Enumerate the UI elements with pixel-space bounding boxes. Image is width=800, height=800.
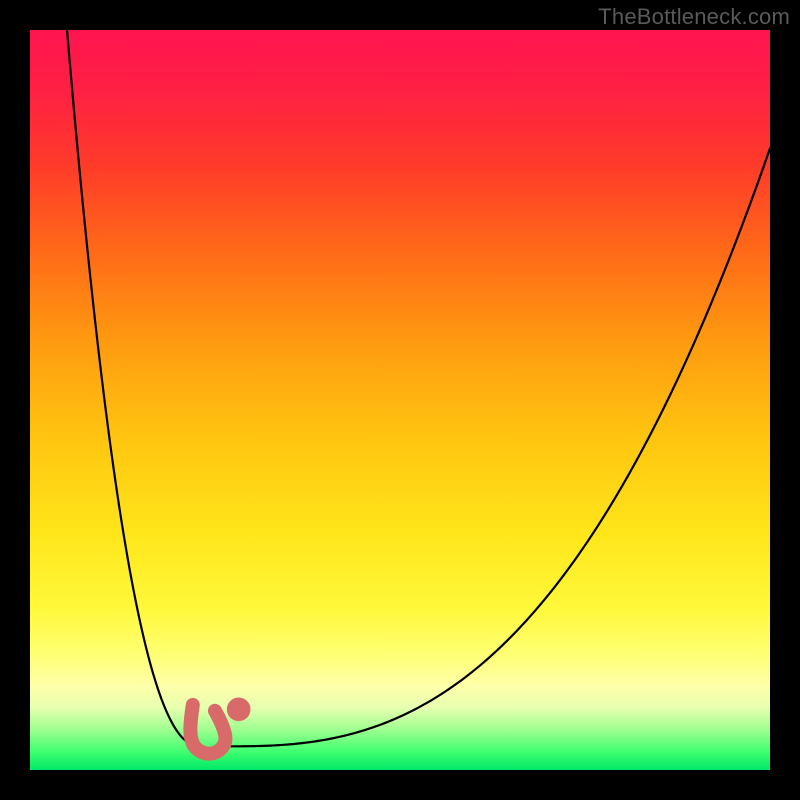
plot-area: [30, 30, 770, 770]
chart-svg: [30, 30, 770, 770]
marker-dot: [227, 697, 251, 721]
chart-frame: TheBottleneck.com: [0, 0, 800, 800]
gradient-background: [30, 30, 770, 770]
watermark-text: TheBottleneck.com: [598, 4, 790, 30]
